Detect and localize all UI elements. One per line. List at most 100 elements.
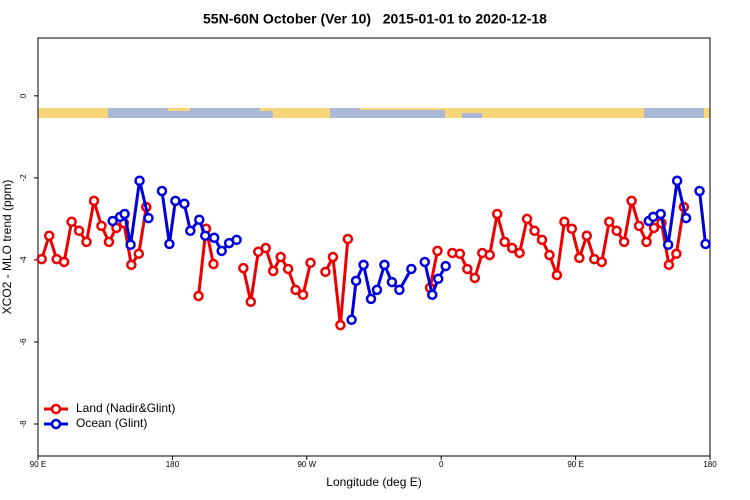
x-tick-label: 90 E [567,460,583,469]
data-point [662,239,674,250]
ocean-patch [190,108,260,112]
data-point [88,195,100,207]
data-point [454,248,466,260]
data-point [267,265,279,277]
data-point [107,215,118,227]
data-point [96,220,107,232]
data-point [260,242,271,254]
data-point [156,185,168,197]
data-point [536,234,548,246]
data-point [126,259,137,271]
ocean-patch [462,113,482,118]
data-point [238,262,249,274]
data-point [66,216,77,228]
data-point [216,245,227,257]
data-point [379,259,390,271]
data-point [297,289,309,301]
data-point [179,198,190,209]
data-point [394,284,405,296]
data-point [581,230,593,241]
data-point [671,175,683,187]
data-point [73,225,85,237]
data-point [663,259,675,271]
data-point [200,230,211,241]
data-point [469,272,481,284]
data-point [655,208,666,220]
data-point [618,236,630,248]
data-point [43,230,55,241]
data-point [245,296,257,308]
data-point [626,195,637,207]
legend-label: Ocean (Glint) [76,416,147,430]
data-point [231,234,242,246]
data-point [633,220,645,232]
data-point [305,257,316,269]
data-point [358,259,369,271]
data-point [566,223,578,234]
chart-title: 55N-60N October (Ver 10) 2015-01-01 to 2… [203,11,547,27]
ocean-patch [330,108,360,118]
data-point [185,225,196,237]
data-point [559,216,570,228]
x-tick-label: 90 E [30,460,46,469]
data-point [551,269,563,281]
y-tick-label: -2 [19,174,28,182]
data-point [506,242,518,254]
data-point [440,260,451,272]
data-point [641,236,652,248]
data-point [335,319,346,331]
data-point [491,208,503,220]
x-tick-label: 0 [439,460,444,469]
ocean-patch [168,111,273,118]
data-point [694,185,705,197]
data-point [194,214,205,225]
data-point [208,258,219,270]
data-point [208,232,220,244]
legend-label: Land (Nadir&Glint) [76,401,175,415]
ocean-patch [108,108,168,118]
data-point [103,236,115,248]
data-point [514,247,525,259]
x-tick-label: 90 W [297,460,316,469]
legend-marker [50,403,62,415]
data-point [134,175,145,187]
data-point [36,253,47,265]
y-axis-label: XCO2 - MLO trend (ppm) [0,180,14,315]
data-point [342,233,354,245]
data-point [119,208,130,220]
data-point [462,263,473,275]
data-point [125,239,136,250]
data-point [371,284,383,296]
data-point [499,236,510,248]
x-axis-label: Longitude (deg E) [326,475,421,489]
legend-marker [50,418,62,430]
data-point [700,238,711,250]
data-point [290,284,301,296]
data-point [386,276,398,288]
data-point [350,275,362,287]
data-point [484,249,495,261]
data-point [275,251,286,263]
data-point [170,195,181,207]
data-point [521,213,533,225]
y-tick-label: -4 [19,256,28,264]
data-point [574,252,585,264]
y-tick-label: -6 [19,338,28,346]
data-point [58,256,70,268]
y-tick-label: -8 [19,420,28,428]
data-point [432,245,443,257]
data-point [648,222,660,234]
land-ocean-strip [38,108,710,118]
data-point [432,273,444,285]
data-point [282,263,294,275]
data-point [346,314,357,326]
data-point [419,256,431,268]
ocean-patch [644,108,704,118]
plot-frame [37,37,711,457]
ocean-patch [360,110,445,118]
data-point [143,212,154,224]
data-point [365,293,377,305]
